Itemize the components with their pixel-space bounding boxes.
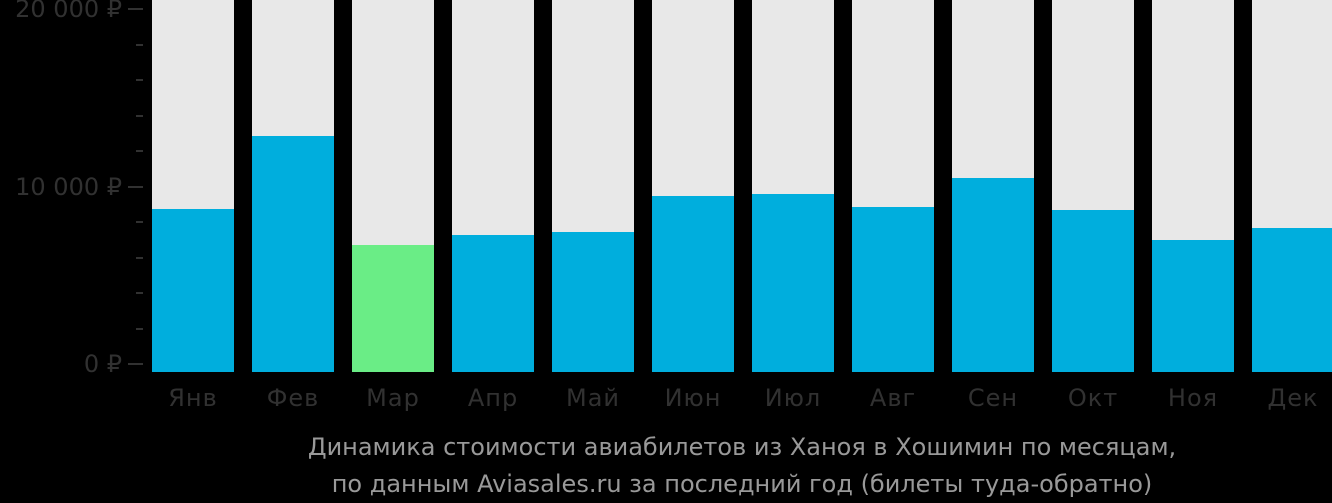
y-minor-tick-2000 [136,327,143,330]
bar-nov[interactable] [1152,240,1234,372]
bar-track-jul [752,0,834,372]
y-minor-tick-8000 [136,221,143,223]
bar-track-dec [1252,0,1332,372]
y-minor-tick-6000 [136,256,143,259]
bar-track-jun [652,0,734,372]
bar-track-may [552,0,634,372]
bar-mar[interactable] [352,245,434,372]
x-axis-label-nov: Ноя [1167,384,1219,412]
chart-caption: Динамика стоимости авиабилетов из Ханоя … [152,429,1332,503]
bar-track-jan [152,0,234,372]
bar-may[interactable] [552,232,634,372]
y-minor-tick-4000 [136,292,143,294]
y-minor-tick-14000 [136,114,143,117]
y-minor-tick-16000 [136,79,143,81]
bar-track-apr [452,0,534,372]
bar-sep[interactable] [952,178,1034,372]
x-axis-label-jan: Янв [168,384,218,412]
bar-apr[interactable] [452,235,534,372]
x-axis-label-jun: Июн [664,384,722,412]
bar-track-aug [852,0,934,372]
y-minor-tick-12000 [136,150,143,152]
x-axis-label-mar: Мар [366,384,420,412]
bar-aug[interactable] [852,207,934,372]
x-axis-label-dec: Дек [1267,384,1319,412]
bar-feb[interactable] [252,136,334,372]
x-axis-label-jul: Июл [764,384,822,412]
bar-jan[interactable] [152,209,234,372]
y-major-tick-10000 [128,185,143,188]
bar-jun[interactable] [652,196,734,372]
bar-dec[interactable] [1252,228,1332,372]
bar-jul[interactable] [752,194,834,372]
y-axis-label-0: 0 ₽ [83,350,122,378]
bar-track-nov [1152,0,1234,372]
y-axis-label-20000: 20 000 ₽ [15,0,122,23]
y-major-tick-0 [128,363,143,365]
bar-oct[interactable] [1052,210,1134,372]
y-axis-label-10000: 10 000 ₽ [15,172,122,201]
x-axis-label-feb: Фев [266,384,320,412]
y-minor-tick-18000 [136,43,143,46]
x-axis-label-oct: Окт [1067,384,1119,412]
x-axis-label-apr: Апр [467,384,519,412]
bar-track-oct [1052,0,1134,372]
caption-line-2: по данным Aviasales.ru за последний год … [331,470,1153,498]
caption-line-1: Динамика стоимости авиабилетов из Ханоя … [307,433,1177,461]
bar-track-sep [952,0,1034,372]
x-axis-label-aug: Авг [869,384,917,412]
y-major-tick-20000 [128,8,143,10]
x-axis-label-may: Май [565,384,620,412]
bar-track-feb [252,0,334,372]
bar-track-mar [352,0,434,372]
x-axis-label-sep: Сен [967,384,1019,412]
